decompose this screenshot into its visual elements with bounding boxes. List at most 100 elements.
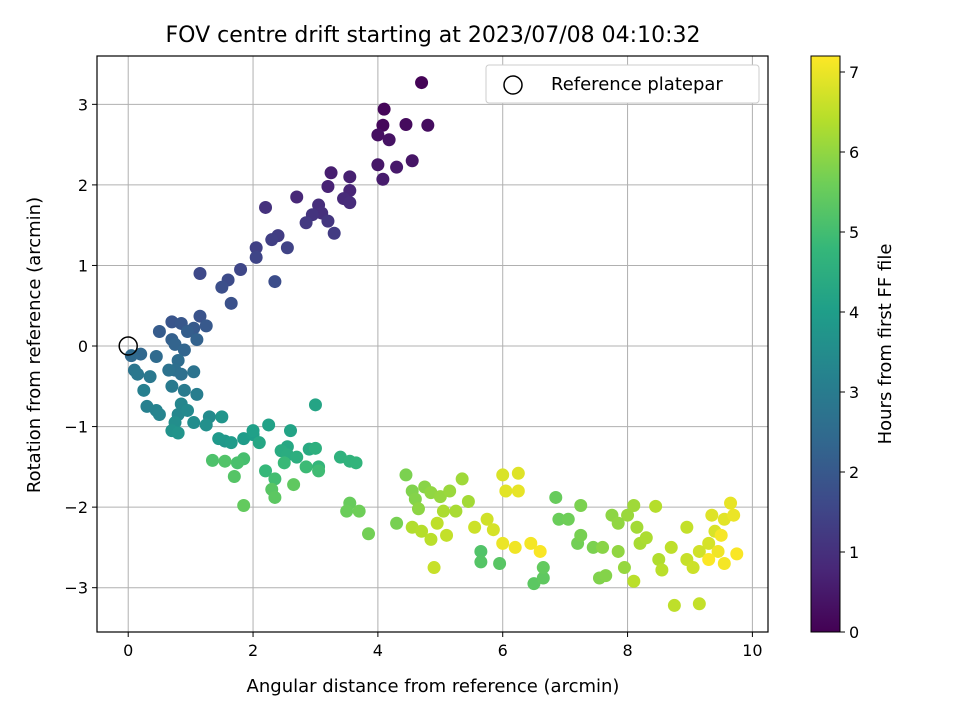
data-point [143, 370, 157, 384]
colorbar-tick-label: 0 [849, 623, 859, 642]
data-point [212, 432, 226, 446]
data-point [455, 472, 469, 486]
data-point [727, 508, 741, 522]
colorbar-label: Hours from first FF file [875, 244, 896, 445]
y-tick-label: −1 [64, 418, 88, 437]
x-tick-label: 4 [373, 641, 383, 660]
data-point [511, 466, 525, 480]
data-point [549, 490, 563, 504]
data-point [705, 508, 719, 522]
data-point [692, 544, 706, 558]
data-point [655, 563, 669, 577]
data-point [436, 504, 450, 518]
data-point [692, 597, 706, 611]
data-point [652, 552, 666, 566]
data-point [382, 133, 396, 147]
data-point [324, 166, 338, 180]
data-point [376, 172, 390, 186]
y-tick-label: 3 [78, 95, 88, 114]
reference-point [118, 336, 138, 356]
data-point [511, 484, 525, 498]
colorbar-gradient [810, 55, 841, 633]
data-point [199, 418, 213, 432]
colorbar-tick-label: 5 [849, 223, 859, 242]
data-point [237, 499, 251, 513]
x-tick-label: 6 [498, 641, 508, 660]
data-point [299, 460, 313, 474]
data-point [627, 574, 641, 588]
data-point [343, 170, 357, 184]
data-point [362, 527, 376, 541]
y-tick-label: −3 [64, 579, 88, 598]
data-point [474, 555, 488, 569]
data-point [152, 325, 166, 339]
data-point [714, 528, 728, 542]
data-point [246, 424, 260, 438]
data-point [187, 416, 201, 430]
data-point [177, 383, 191, 397]
data-point [352, 504, 366, 518]
data-point [717, 557, 731, 571]
y-tick-label: 0 [78, 337, 88, 356]
plot-frame [96, 55, 769, 633]
data-point [536, 561, 550, 575]
x-ticks: 0 2 4 6 8 10 [123, 632, 763, 660]
data-point [611, 516, 625, 530]
data-point [639, 531, 653, 545]
data-point [290, 190, 304, 204]
data-point [499, 484, 513, 498]
data-point [187, 365, 201, 379]
y-ticks: −3 −2 −1 0 1 2 3 [64, 95, 97, 598]
points-layer [124, 76, 744, 612]
data-point [249, 241, 263, 255]
x-tick-label: 2 [248, 641, 258, 660]
data-point [702, 536, 716, 550]
data-point [496, 468, 510, 482]
data-point [265, 233, 279, 247]
data-point [171, 426, 185, 440]
data-point [574, 499, 588, 513]
legend: Reference platepar [485, 64, 760, 104]
data-point [299, 216, 313, 230]
legend-marker [503, 75, 523, 95]
data-point [131, 367, 145, 381]
x-tick-label: 8 [622, 641, 632, 660]
data-point [327, 226, 341, 240]
data-point [308, 398, 322, 412]
data-point [277, 456, 291, 470]
data-point [259, 464, 273, 478]
data-point [630, 520, 644, 534]
data-point [268, 490, 282, 504]
data-point [486, 523, 500, 537]
data-point [427, 561, 441, 575]
data-point [290, 450, 304, 464]
data-point [430, 516, 444, 530]
data-point [480, 512, 494, 526]
data-point [193, 267, 207, 281]
data-point [730, 547, 744, 561]
data-point [627, 499, 641, 513]
reference-layer [118, 336, 138, 356]
data-point [686, 561, 700, 575]
data-point [349, 456, 363, 470]
data-point [137, 383, 151, 397]
data-point [415, 76, 429, 90]
data-point [227, 470, 241, 484]
data-point [181, 403, 195, 417]
data-point [249, 250, 263, 264]
data-point [424, 532, 438, 546]
x-axis-label: Angular distance from reference (arcmin) [247, 676, 620, 697]
legend-box [485, 64, 760, 104]
data-point [433, 490, 447, 504]
data-point [468, 520, 482, 534]
data-point [711, 544, 725, 558]
y-axis-label: Rotation from reference (arcmin) [24, 197, 45, 493]
data-point [262, 418, 276, 432]
data-point [377, 102, 391, 116]
data-point [496, 536, 510, 550]
data-point [524, 536, 538, 550]
colorbar: 0 1 2 3 4 5 6 7 Hours from first FF file [810, 55, 896, 642]
data-point [283, 424, 297, 438]
colorbar-tick-label: 2 [849, 463, 859, 482]
